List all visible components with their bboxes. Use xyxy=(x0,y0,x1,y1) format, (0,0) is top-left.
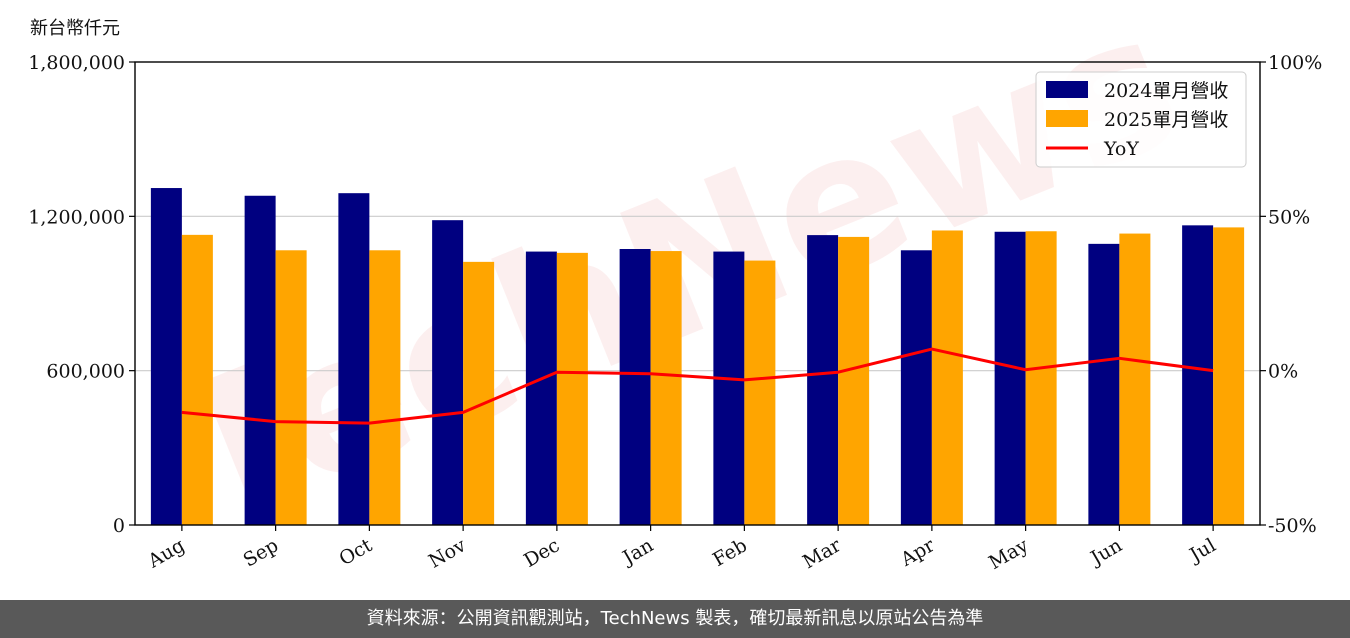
y-tick-label: 1,200,000 xyxy=(28,206,125,228)
bar-2025-nov xyxy=(463,261,495,525)
bar-2025-feb xyxy=(744,260,776,525)
legend-label-2025: 2025單月營收 xyxy=(1104,109,1228,131)
x-tick-label-jul: Jul xyxy=(1184,534,1219,567)
legend-swatch-2025 xyxy=(1046,110,1088,127)
bar-2024-nov xyxy=(432,220,464,526)
bar-2025-jan xyxy=(650,251,682,525)
x-tick-label-jun: Jun xyxy=(1085,534,1126,570)
bar-2024-aug xyxy=(150,188,182,526)
y2-tick-label: 100% xyxy=(1268,52,1322,74)
plot-frame xyxy=(134,61,1261,526)
source-footer: 資料來源：公開資訊觀測站，TechNews 製表，確切最新訊息以原站公告為準 xyxy=(0,600,1350,638)
x-tick-label-dec: Dec xyxy=(520,534,563,572)
yoy-line-series xyxy=(181,347,1214,425)
y-tick-label: 1,800,000 xyxy=(28,52,125,74)
bar-2025-mar xyxy=(838,236,870,525)
x-tick-label-may: May xyxy=(985,534,1032,574)
legend-label-2024: 2024單月營收 xyxy=(1104,80,1228,102)
y2-tick-label: 50% xyxy=(1268,206,1310,228)
bar-2025-aug xyxy=(181,234,213,525)
x-tick-label-nov: Nov xyxy=(425,534,470,573)
bar-2025-jun xyxy=(1119,233,1151,526)
x-tick-label-apr: Apr xyxy=(896,534,939,571)
legend-box xyxy=(1035,71,1247,168)
x-tick-label-feb: Feb xyxy=(709,534,751,571)
y-tick-label: 600,000 xyxy=(46,361,125,383)
bar-2025-oct xyxy=(369,250,401,525)
bar-2025-may xyxy=(1025,231,1057,525)
y-axis-unit-label: 新台幣仟元 xyxy=(30,18,120,39)
y2-tick-label: -50% xyxy=(1268,515,1317,537)
bar-2024-jun xyxy=(1088,243,1120,525)
bar-2024-dec xyxy=(525,251,557,525)
x-tick-label-aug: Aug xyxy=(143,534,188,573)
revenue-chart: TechNews 0600,0001,200,0001,800,000-50%0… xyxy=(28,0,1322,574)
bar-2024-oct xyxy=(338,193,370,525)
bar-2024-feb xyxy=(713,251,745,525)
bar-2024-apr xyxy=(900,250,932,525)
bar-2024-may xyxy=(994,231,1026,525)
bar-2024-jul xyxy=(1182,225,1214,525)
bar-2025-sep xyxy=(275,250,307,525)
bar-2024-jan xyxy=(619,249,651,525)
yoy-line xyxy=(181,347,1214,425)
bar-series xyxy=(150,188,1245,526)
bar-2025-jul xyxy=(1213,227,1245,525)
x-tick-label-mar: Mar xyxy=(799,534,845,573)
bar-2025-dec xyxy=(556,252,588,525)
grid-lines xyxy=(135,215,1260,372)
y-tick-label: 0 xyxy=(113,515,125,537)
bar-2024-sep xyxy=(244,195,276,525)
x-tick-label-jan: Jan xyxy=(617,534,657,570)
x-tick-label-oct: Oct xyxy=(336,534,377,570)
legend-label-yoy: YoY xyxy=(1103,138,1139,160)
bar-2024-mar xyxy=(807,235,839,526)
y2-tick-label: 0% xyxy=(1268,361,1298,383)
bar-2025-apr xyxy=(931,230,963,525)
legend-swatch-2024 xyxy=(1046,81,1088,98)
legend: 2024單月營收 2025單月營收 YoY xyxy=(1035,71,1247,168)
